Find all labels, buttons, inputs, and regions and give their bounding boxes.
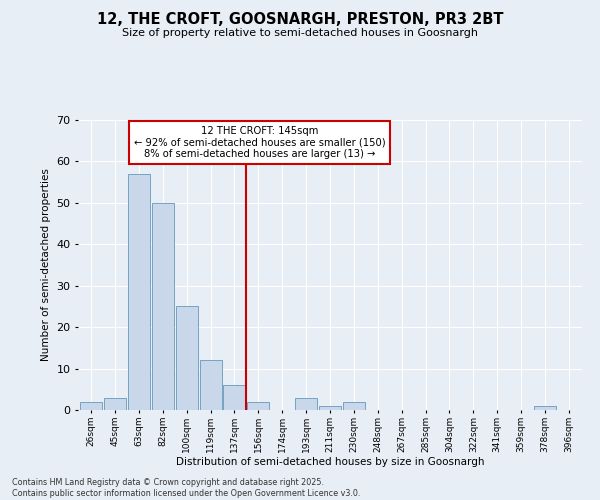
Bar <box>223 385 245 410</box>
Bar <box>343 402 365 410</box>
Text: Contains HM Land Registry data © Crown copyright and database right 2025.
Contai: Contains HM Land Registry data © Crown c… <box>12 478 361 498</box>
Y-axis label: Number of semi-detached properties: Number of semi-detached properties <box>41 168 50 362</box>
Bar <box>534 406 556 410</box>
Bar <box>200 360 221 410</box>
X-axis label: Distribution of semi-detached houses by size in Goosnargh: Distribution of semi-detached houses by … <box>176 458 484 468</box>
Bar <box>247 402 269 410</box>
Bar <box>295 398 317 410</box>
Bar <box>128 174 150 410</box>
Text: 12, THE CROFT, GOOSNARGH, PRESTON, PR3 2BT: 12, THE CROFT, GOOSNARGH, PRESTON, PR3 2… <box>97 12 503 28</box>
Bar <box>152 203 174 410</box>
Bar <box>176 306 197 410</box>
Text: 12 THE CROFT: 145sqm
← 92% of semi-detached houses are smaller (150)
8% of semi-: 12 THE CROFT: 145sqm ← 92% of semi-detac… <box>134 126 385 159</box>
Bar <box>319 406 341 410</box>
Bar <box>80 402 102 410</box>
Text: Size of property relative to semi-detached houses in Goosnargh: Size of property relative to semi-detach… <box>122 28 478 38</box>
Bar <box>104 398 126 410</box>
